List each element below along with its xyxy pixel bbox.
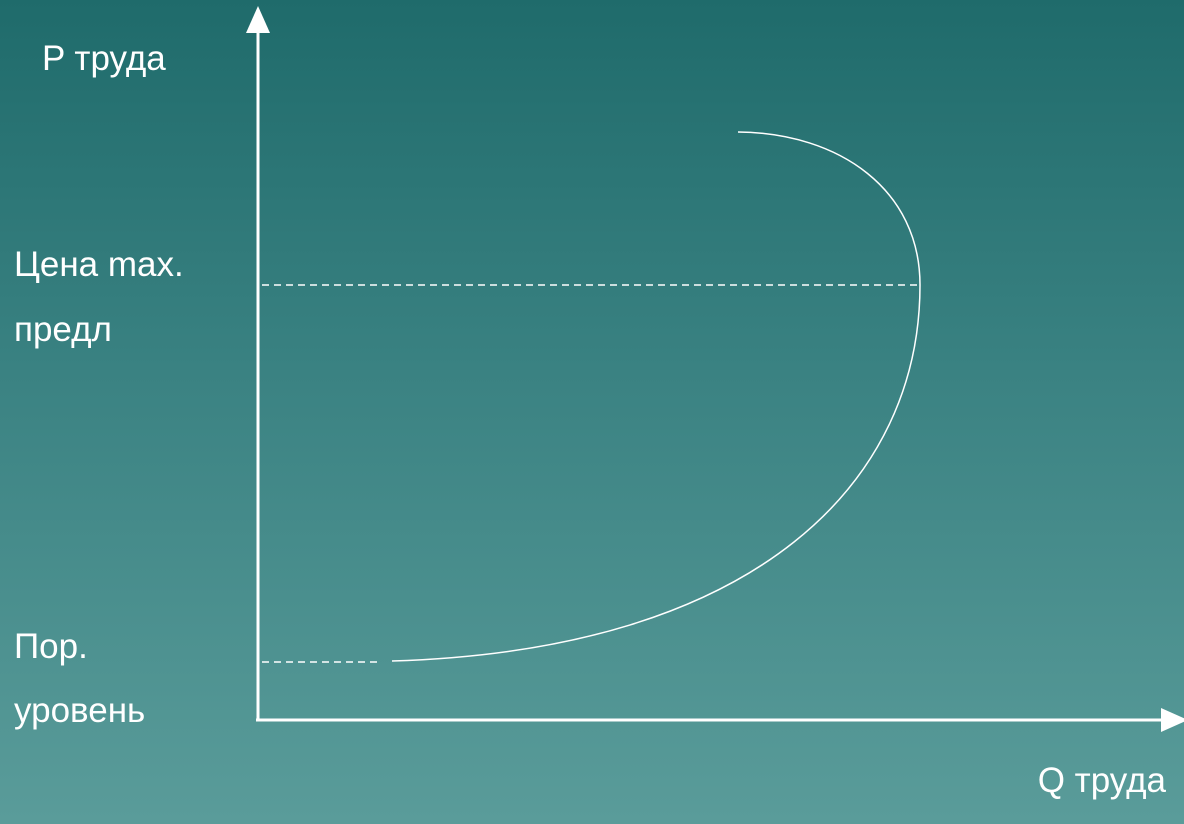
max-supply-price-label-line2: предл (14, 310, 112, 349)
y-axis-label: P труда (42, 39, 166, 78)
threshold-level-label-line1: Пор. (14, 627, 88, 666)
max-supply-price-label-line1: Цена max. (14, 245, 184, 284)
x-axis-label: Q труда (1037, 761, 1166, 800)
threshold-level-label-line2: уровень (14, 691, 146, 730)
backward-bending-supply-curve (391, 131, 921, 662)
